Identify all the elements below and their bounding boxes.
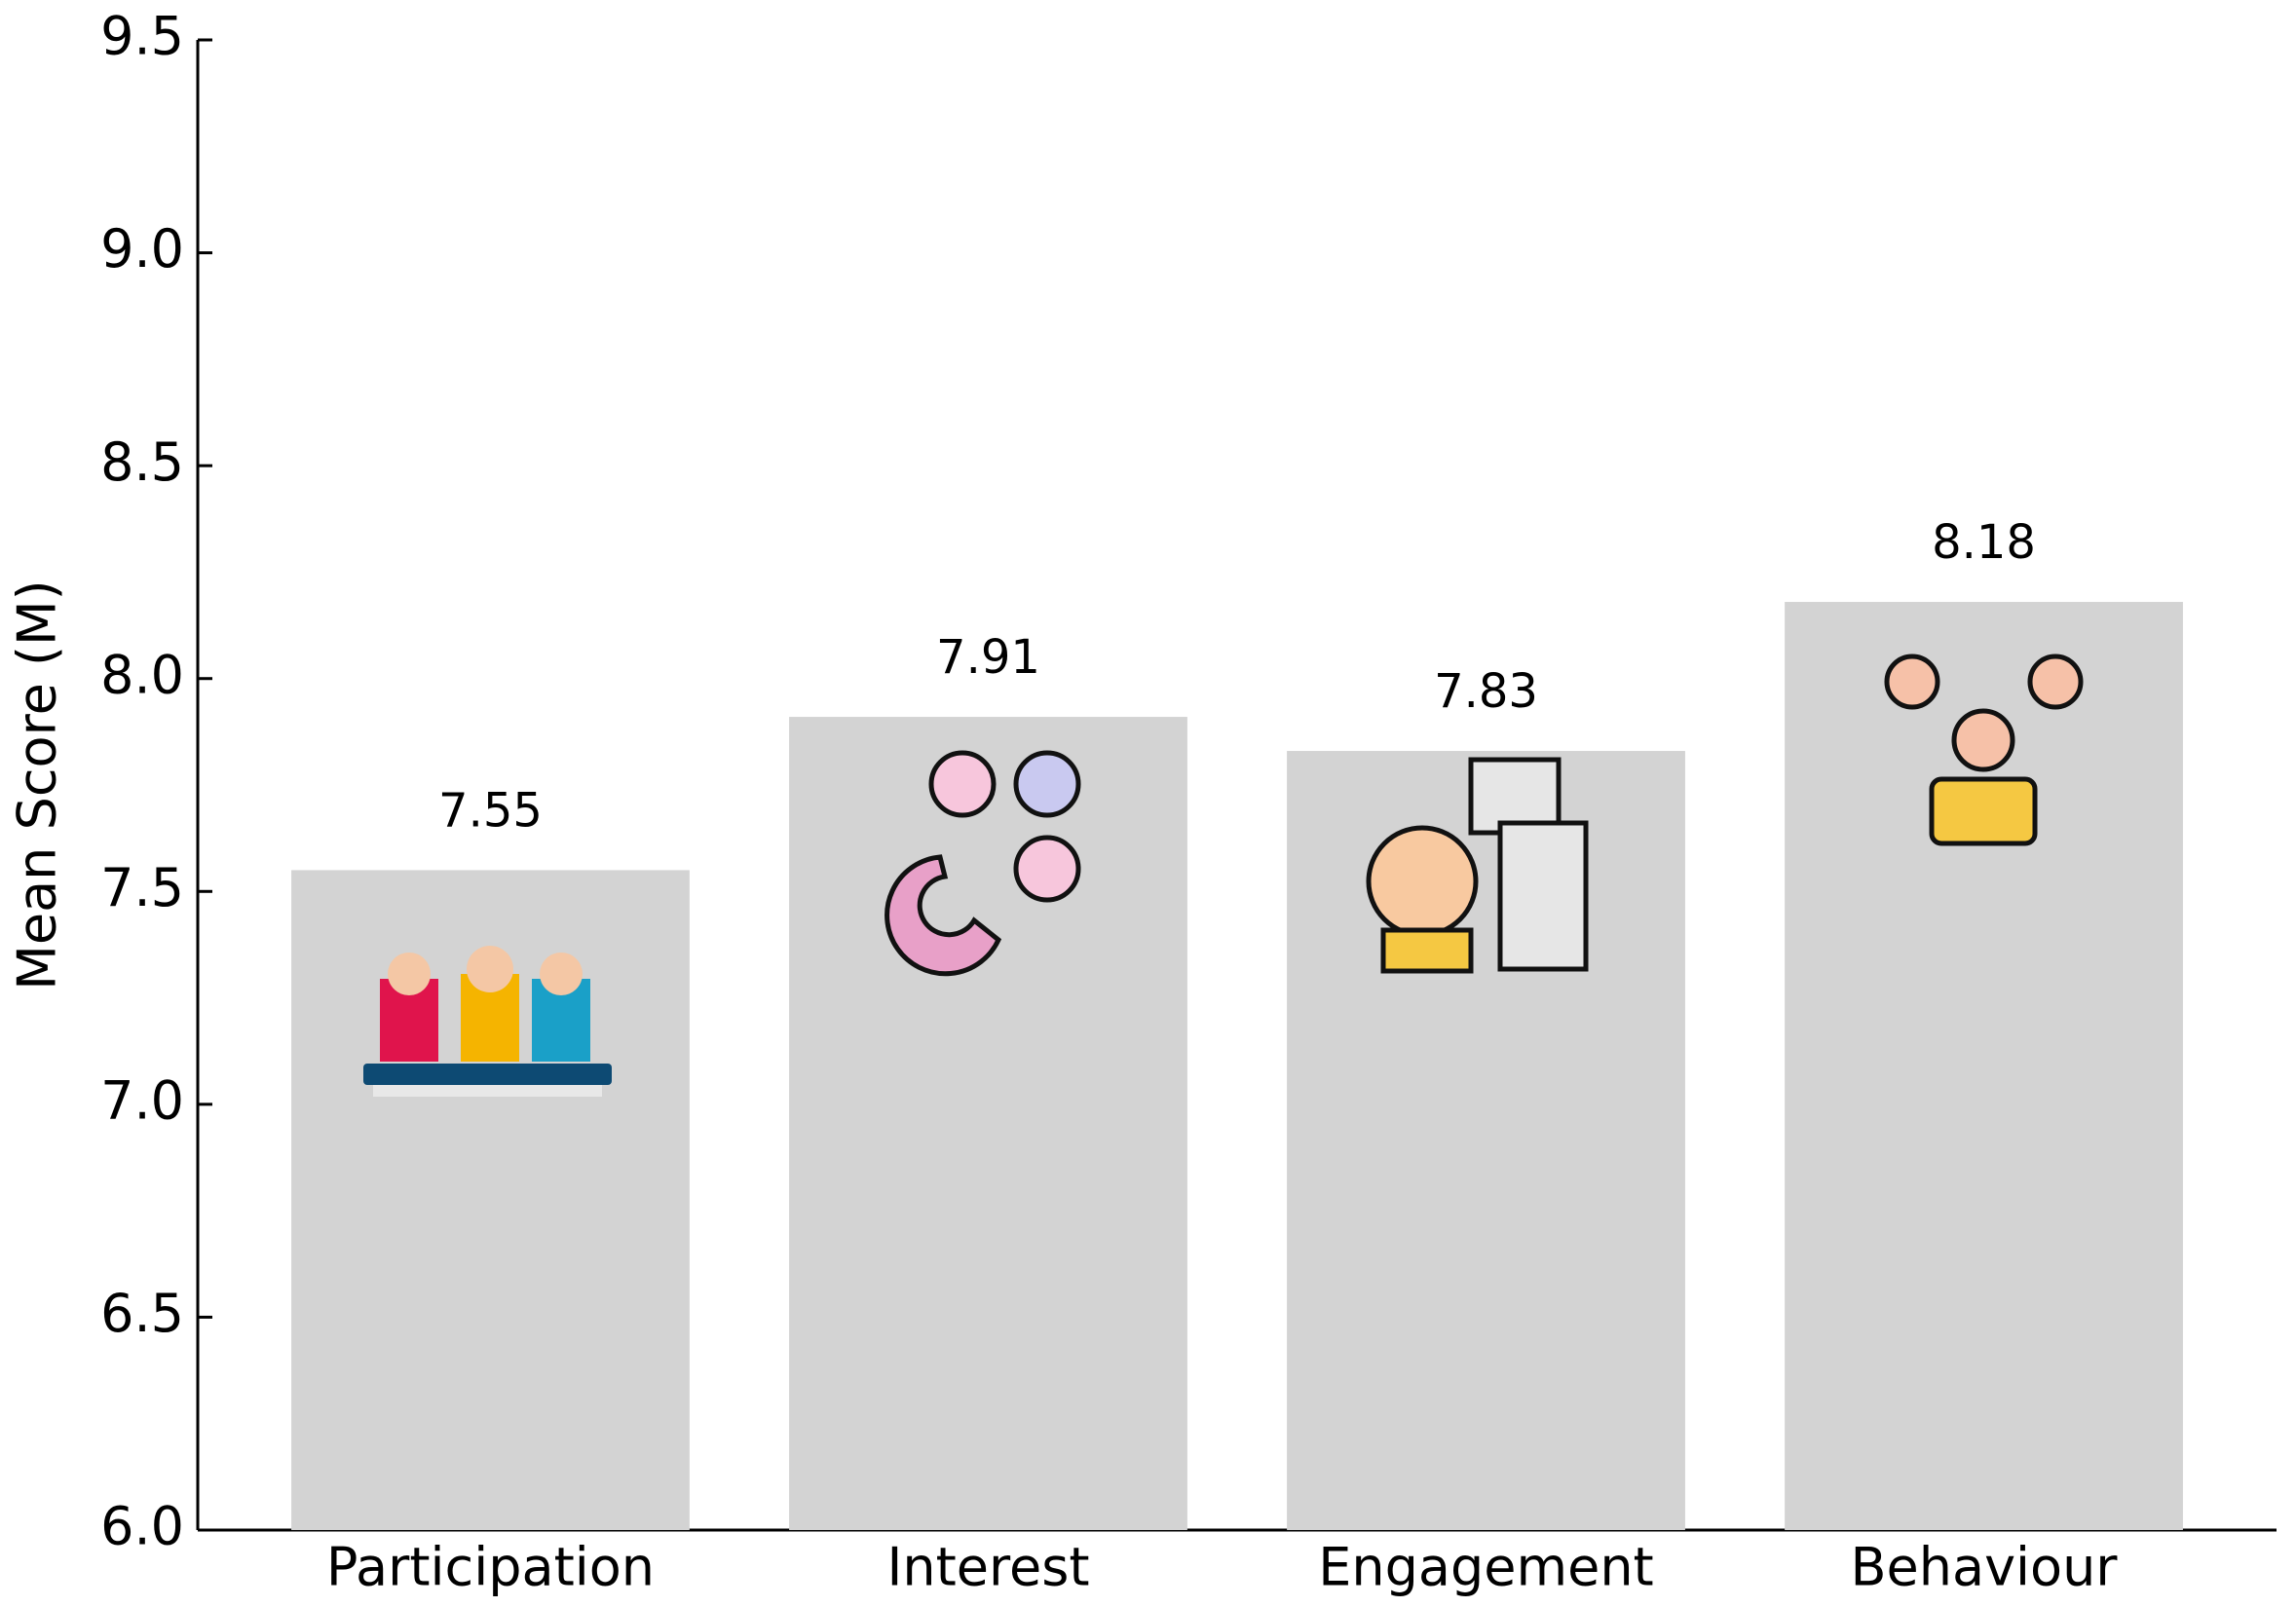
participation-icon <box>363 946 612 1097</box>
x-tick-label: Behaviour <box>1851 1537 2119 1598</box>
y-axis-label: Mean Score (M) <box>7 579 68 990</box>
value-label: 8.18 <box>1932 515 2036 570</box>
interest-icon <box>885 750 1081 977</box>
icons <box>363 654 2084 1097</box>
y-tick-label: 7.0 <box>100 1069 184 1131</box>
axes: Participation Interest Engagement Behaviour… <box>100 6 2277 1598</box>
y-tick-label: 6.5 <box>100 1283 184 1344</box>
value-label: 7.55 <box>438 783 543 838</box>
value-label: 7.91 <box>936 630 1040 685</box>
marks: 7.55 7.91 7.83 8.18 <box>291 515 2183 1530</box>
x-tick-label: Engagement <box>1318 1537 1653 1598</box>
behaviour-icon <box>1884 654 2084 846</box>
y-tick-label: 7.5 <box>100 857 184 918</box>
y-tick-label: 9.5 <box>100 6 184 67</box>
y-tick-label: 6.0 <box>100 1496 184 1557</box>
y-tick-label: 8.0 <box>100 644 184 705</box>
bar <box>789 717 1187 1530</box>
engagement-icon <box>1366 757 1589 974</box>
y-tick-label: 8.5 <box>100 431 184 493</box>
value-label: 7.83 <box>1434 664 1538 719</box>
x-tick-label: Interest <box>886 1537 1089 1598</box>
bar <box>1287 751 1685 1530</box>
y-tick-label: 9.0 <box>100 218 184 280</box>
x-tick-label: Participation <box>326 1537 655 1598</box>
